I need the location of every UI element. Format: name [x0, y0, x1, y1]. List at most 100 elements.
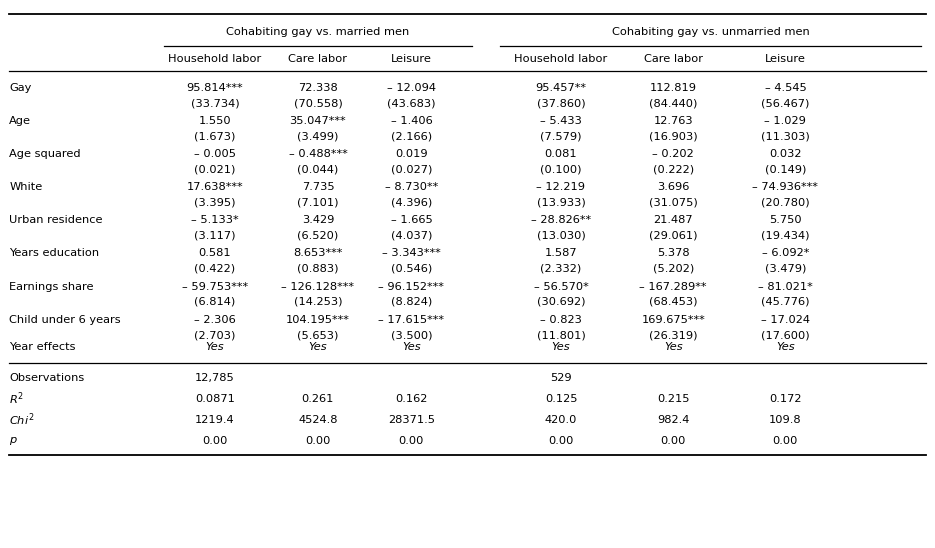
Text: 529: 529 [550, 373, 572, 383]
Text: 95.814***: 95.814*** [187, 83, 243, 93]
Text: – 5.133*: – 5.133* [192, 215, 238, 225]
Text: 0.00: 0.00 [398, 436, 424, 446]
Text: (30.692): (30.692) [537, 297, 585, 307]
Text: Yes: Yes [206, 342, 224, 352]
Text: (2.703): (2.703) [194, 330, 236, 340]
Text: (6.520): (6.520) [297, 231, 338, 241]
Text: (6.814): (6.814) [194, 297, 236, 307]
Text: 112.819: 112.819 [650, 83, 697, 93]
Text: (3.479): (3.479) [765, 264, 806, 274]
Text: 8.653***: 8.653*** [294, 248, 342, 259]
Text: 1219.4: 1219.4 [195, 415, 235, 425]
Text: – 126.128***: – 126.128*** [281, 282, 354, 292]
Text: Age: Age [9, 116, 32, 126]
Text: – 4.545: – 4.545 [765, 83, 806, 93]
Text: Household labor: Household labor [514, 54, 608, 64]
Text: (33.734): (33.734) [191, 98, 239, 108]
Text: (26.319): (26.319) [649, 330, 698, 340]
Text: (13.933): (13.933) [537, 197, 585, 208]
Text: (0.021): (0.021) [194, 164, 236, 174]
Text: Gay: Gay [9, 83, 32, 93]
Text: – 17.615***: – 17.615*** [379, 315, 444, 325]
Text: White: White [9, 182, 43, 192]
Text: (2.332): (2.332) [540, 264, 582, 274]
Text: Cohabiting gay vs. married men: Cohabiting gay vs. married men [226, 27, 410, 37]
Text: – 1.665: – 1.665 [391, 215, 432, 225]
Text: 0.00: 0.00 [772, 436, 798, 446]
Text: 109.8: 109.8 [770, 415, 801, 425]
Text: – 28.826**: – 28.826** [531, 215, 591, 225]
Text: 28371.5: 28371.5 [388, 415, 435, 425]
Text: 3.429: 3.429 [302, 215, 334, 225]
Text: 0.00: 0.00 [660, 436, 686, 446]
Text: 4524.8: 4524.8 [298, 415, 338, 425]
Text: (7.101): (7.101) [297, 197, 338, 208]
Text: Household labor: Household labor [168, 54, 262, 64]
Text: – 1.406: – 1.406 [391, 116, 432, 126]
Text: Years education: Years education [9, 248, 99, 259]
Text: (37.860): (37.860) [537, 98, 585, 108]
Text: 1.550: 1.550 [199, 116, 231, 126]
Text: – 2.306: – 2.306 [194, 315, 236, 325]
Text: (29.061): (29.061) [649, 231, 698, 241]
Text: – 81.021*: – 81.021* [758, 282, 813, 292]
Text: 0.081: 0.081 [545, 149, 577, 159]
Text: (31.075): (31.075) [649, 197, 698, 208]
Text: – 12.219: – 12.219 [537, 182, 585, 192]
Text: 1.587: 1.587 [545, 248, 577, 259]
Text: (11.801): (11.801) [537, 330, 585, 340]
Text: – 3.343***: – 3.343*** [382, 248, 440, 259]
Text: (45.776): (45.776) [761, 297, 810, 307]
Text: 0.261: 0.261 [302, 394, 334, 404]
Text: Age squared: Age squared [9, 149, 81, 159]
Text: 0.581: 0.581 [199, 248, 231, 259]
Text: – 17.024: – 17.024 [761, 315, 810, 325]
Text: 0.032: 0.032 [770, 149, 801, 159]
Text: (3.117): (3.117) [194, 231, 236, 241]
Text: Yes: Yes [552, 342, 570, 352]
Text: Child under 6 years: Child under 6 years [9, 315, 121, 325]
Text: 104.195***: 104.195*** [286, 315, 350, 325]
Text: (17.600): (17.600) [761, 330, 810, 340]
Text: 0.162: 0.162 [396, 394, 427, 404]
Text: (0.546): (0.546) [391, 264, 432, 274]
Text: Year effects: Year effects [9, 342, 76, 352]
Text: (0.149): (0.149) [765, 164, 806, 174]
Text: Leisure: Leisure [765, 54, 806, 64]
Text: Leisure: Leisure [391, 54, 432, 64]
Text: (2.166): (2.166) [391, 131, 432, 141]
Text: 169.675***: 169.675*** [641, 315, 705, 325]
Text: – 1.029: – 1.029 [765, 116, 806, 126]
Text: $\mathit{Chi}^2$: $\mathit{Chi}^2$ [9, 412, 35, 428]
Text: Yes: Yes [309, 342, 327, 352]
Text: (3.395): (3.395) [194, 197, 236, 208]
Text: 982.4: 982.4 [657, 415, 689, 425]
Text: – 0.005: – 0.005 [194, 149, 236, 159]
Text: $R^2$: $R^2$ [9, 391, 24, 407]
Text: 420.0: 420.0 [545, 415, 577, 425]
Text: (0.027): (0.027) [391, 164, 432, 174]
Text: $\mathit{p}$: $\mathit{p}$ [9, 435, 18, 447]
Text: (70.558): (70.558) [294, 98, 342, 108]
Text: 0.019: 0.019 [396, 149, 427, 159]
Text: (0.422): (0.422) [194, 264, 236, 274]
Text: – 0.202: – 0.202 [653, 149, 694, 159]
Text: 0.0871: 0.0871 [195, 394, 235, 404]
Text: (0.044): (0.044) [297, 164, 338, 174]
Text: (5.653): (5.653) [297, 330, 338, 340]
Text: 12,785: 12,785 [195, 373, 235, 383]
Text: (14.253): (14.253) [294, 297, 342, 307]
Text: 5.750: 5.750 [770, 215, 801, 225]
Text: 95.457**: 95.457** [536, 83, 586, 93]
Text: (7.579): (7.579) [540, 131, 582, 141]
Text: (8.824): (8.824) [391, 297, 432, 307]
Text: 3.696: 3.696 [657, 182, 689, 192]
Text: Observations: Observations [9, 373, 84, 383]
Text: (84.440): (84.440) [649, 98, 698, 108]
Text: – 0.823: – 0.823 [540, 315, 582, 325]
Text: 5.378: 5.378 [657, 248, 689, 259]
Text: 0.125: 0.125 [545, 394, 577, 404]
Text: Cohabiting gay vs. unmarried men: Cohabiting gay vs. unmarried men [611, 27, 810, 37]
Text: (13.030): (13.030) [537, 231, 585, 241]
Text: 0.00: 0.00 [305, 436, 331, 446]
